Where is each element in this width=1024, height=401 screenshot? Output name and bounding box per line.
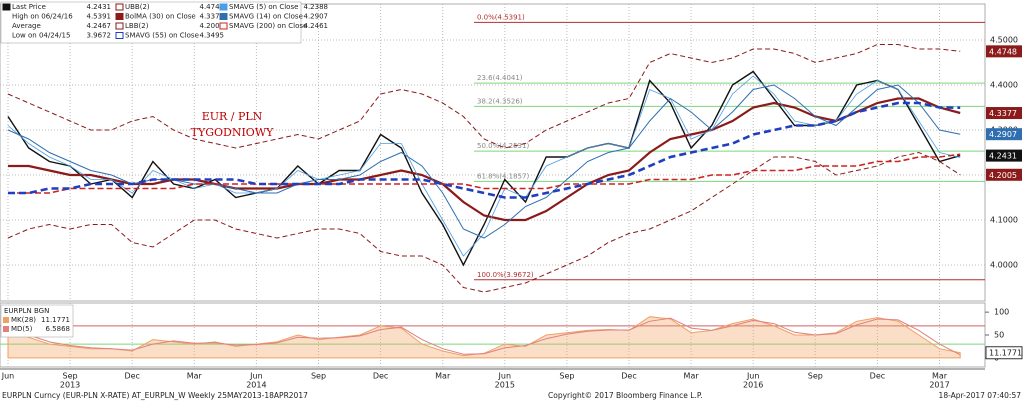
series-line <box>7 44 961 149</box>
x-tick-label: Mar <box>684 372 700 381</box>
x-tick-label: Dec <box>124 372 139 381</box>
x-tick-label: Sep <box>808 372 823 381</box>
legend-swatch <box>3 326 9 332</box>
y-tick-label: 4.1000 <box>990 216 1018 225</box>
x-year-label: 2016 <box>743 381 763 390</box>
legend-value: 11.1771 <box>41 316 70 324</box>
series-line <box>7 75 961 257</box>
price-tag <box>986 128 1022 141</box>
x-tick-label: Sep <box>559 372 574 381</box>
legend-swatch <box>2 3 11 11</box>
fib-label: 61.8%(4.1857) <box>477 172 529 180</box>
legend-label: SMAVG (14) on Close <box>229 13 303 21</box>
price-tag <box>986 45 1022 58</box>
x-year-label: 2017 <box>929 381 949 390</box>
legend-value: 3.9672 <box>87 32 112 40</box>
legend-label: BolMA (30) on Close <box>125 13 196 21</box>
x-tick-label: Sep <box>311 372 326 381</box>
legend-label: High on 06/24/16 <box>12 13 73 21</box>
y-tick-label: 4.5000 <box>990 36 1018 45</box>
price-tag-label: 4.3377 <box>989 109 1017 118</box>
legend-label: Average <box>12 22 41 30</box>
legend-label: LBB(2) <box>125 22 149 30</box>
y-tick-label: 4.4000 <box>990 81 1018 90</box>
x-tick-label: Mar <box>932 372 948 381</box>
legend-label: Last Price <box>12 3 46 11</box>
x-year-label: 2013 <box>60 381 80 390</box>
legend-value: 4.2461 <box>304 22 329 30</box>
fib-label: 23.6(4.4041) <box>477 74 523 82</box>
price-tag-label: 4.2005 <box>989 171 1017 180</box>
legend-label: UBB(2) <box>125 3 150 11</box>
price-tag-label: 4.4748 <box>989 47 1017 56</box>
legend-swatch <box>3 317 9 323</box>
price-tag <box>985 346 1023 360</box>
x-tick-label: Jun <box>1 372 15 381</box>
price-tag-label: 11.1771 <box>989 349 1022 358</box>
annotation: EUR / PLN <box>202 110 263 123</box>
footer-copyright: Copyright© 2017 Bloomberg Finance L.P. <box>548 391 703 400</box>
fib-label: 100.0%(3.9672) <box>477 271 534 279</box>
legend-label: SMAVG (55) on Close <box>125 32 199 40</box>
price-tag <box>986 168 1022 181</box>
price-tag <box>986 107 1022 120</box>
series-line <box>7 151 961 293</box>
legend-label: SMAVG (200) on Close <box>229 22 307 30</box>
series-area <box>7 316 961 359</box>
fib-label: 50.0%(4.2531) <box>477 142 529 150</box>
x-tick-label: Mar <box>435 372 451 381</box>
legend-label: SMAVG (5) on Close <box>229 3 298 11</box>
legend-value: 4.3377 <box>200 13 225 21</box>
fib-label: 0.0%(4.5391) <box>477 13 525 21</box>
x-tick-label: Jun <box>249 372 263 381</box>
price-tag-label: 4.2907 <box>989 130 1017 139</box>
legend-value: 4.2467 <box>87 22 112 30</box>
series-line <box>8 101 961 199</box>
x-year-label: 2015 <box>495 381 515 390</box>
legend-value: 4.2431 <box>87 3 112 11</box>
legend-swatch <box>219 3 228 11</box>
legend-value: 4.2388 <box>304 3 329 11</box>
y-tick-label: 4.0000 <box>990 261 1018 270</box>
x-tick-label: Sep <box>63 372 78 381</box>
x-tick-label: Jun <box>746 372 760 381</box>
legend-value: 4.3495 <box>200 32 225 40</box>
price-tag-label: 4.2431 <box>989 152 1017 161</box>
legend-value: 4.2005 <box>200 22 225 30</box>
panel-title: EURPLN BGN <box>4 307 49 315</box>
y-tick-label: 50 <box>994 331 1004 340</box>
legend-swatch <box>219 22 228 30</box>
footer-source: EURPLN Curncy (EUR-PLN X-RATE) AT_EURPLN… <box>2 391 308 400</box>
legend-swatch <box>115 13 124 20</box>
series-line <box>8 153 961 194</box>
legend-value: 4.5391 <box>87 13 112 21</box>
series-line <box>8 97 961 222</box>
x-tick-label: Mar <box>187 372 203 381</box>
legend-label: MD(5) <box>11 325 33 333</box>
main-panel <box>0 3 986 302</box>
legend-value: 6.5868 <box>46 325 71 333</box>
legend-value: 4.2907 <box>304 13 329 21</box>
legend-box <box>0 1 302 44</box>
x-tick-label: Jun <box>498 372 512 381</box>
x-tick-label: Dec <box>870 372 885 381</box>
price-tag <box>986 149 1022 162</box>
footer-timestamp: 18-Apr-2017 07:40:57 <box>939 391 1022 400</box>
x-tick-label: Dec <box>621 372 636 381</box>
legend-swatch <box>219 13 228 20</box>
legend-box <box>0 304 74 338</box>
x-year-label: 2014 <box>246 381 266 390</box>
legend-value: 4.4748 <box>200 3 225 11</box>
y-tick-label: 100 <box>994 308 1009 317</box>
fib-label: 38.2(4.3526) <box>477 97 523 105</box>
legend-label: MK(28) <box>11 316 36 324</box>
legend-swatch <box>115 3 124 11</box>
legend-swatch <box>115 32 124 39</box>
legend-label: Low on 04/24/15 <box>12 32 70 40</box>
annotation: TYGODNIOWY <box>191 126 275 139</box>
x-tick-label: Dec <box>373 372 388 381</box>
series-line <box>7 317 961 356</box>
legend-swatch <box>115 22 124 30</box>
